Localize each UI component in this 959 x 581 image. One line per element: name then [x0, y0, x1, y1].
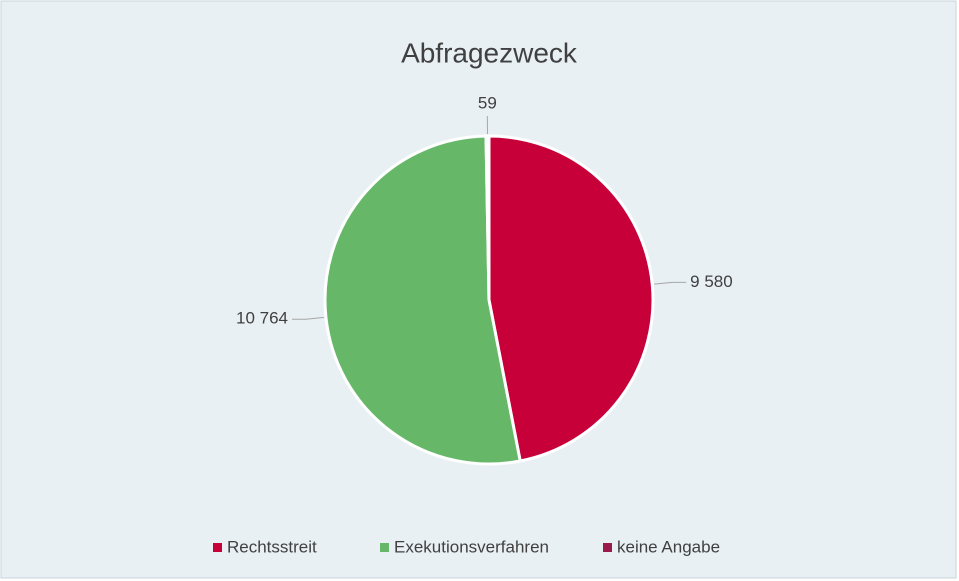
leader-line [654, 281, 687, 285]
legend-label: keine Angabe [617, 537, 720, 556]
chart-title: Abfragezweck [401, 37, 578, 68]
data-label: 59 [478, 93, 497, 112]
data-label: 9 580 [690, 272, 733, 291]
pie-slice [323, 134, 522, 466]
legend-label: Rechtsstreit [227, 537, 317, 556]
data-label: 10 764 [236, 309, 288, 328]
legend-label: Exekutionsverfahren [394, 537, 549, 556]
pie-slice [484, 134, 491, 301]
legend-swatch [603, 543, 612, 552]
pie-slice [487, 134, 655, 463]
legend-swatch [380, 543, 389, 552]
leader-line [292, 316, 324, 320]
legend-swatch [213, 543, 222, 552]
